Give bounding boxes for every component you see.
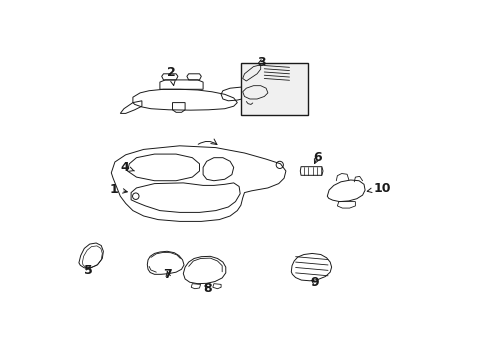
Text: 4: 4 bbox=[120, 161, 134, 174]
Text: 7: 7 bbox=[163, 268, 172, 281]
Bar bbox=[241, 63, 307, 115]
Text: 5: 5 bbox=[84, 264, 93, 276]
Text: 9: 9 bbox=[309, 276, 318, 289]
Text: 3: 3 bbox=[257, 55, 265, 68]
Text: 6: 6 bbox=[312, 151, 321, 164]
Text: 8: 8 bbox=[203, 282, 211, 294]
Text: 10: 10 bbox=[366, 181, 390, 194]
Text: 1: 1 bbox=[109, 183, 127, 195]
Text: 2: 2 bbox=[167, 66, 176, 86]
